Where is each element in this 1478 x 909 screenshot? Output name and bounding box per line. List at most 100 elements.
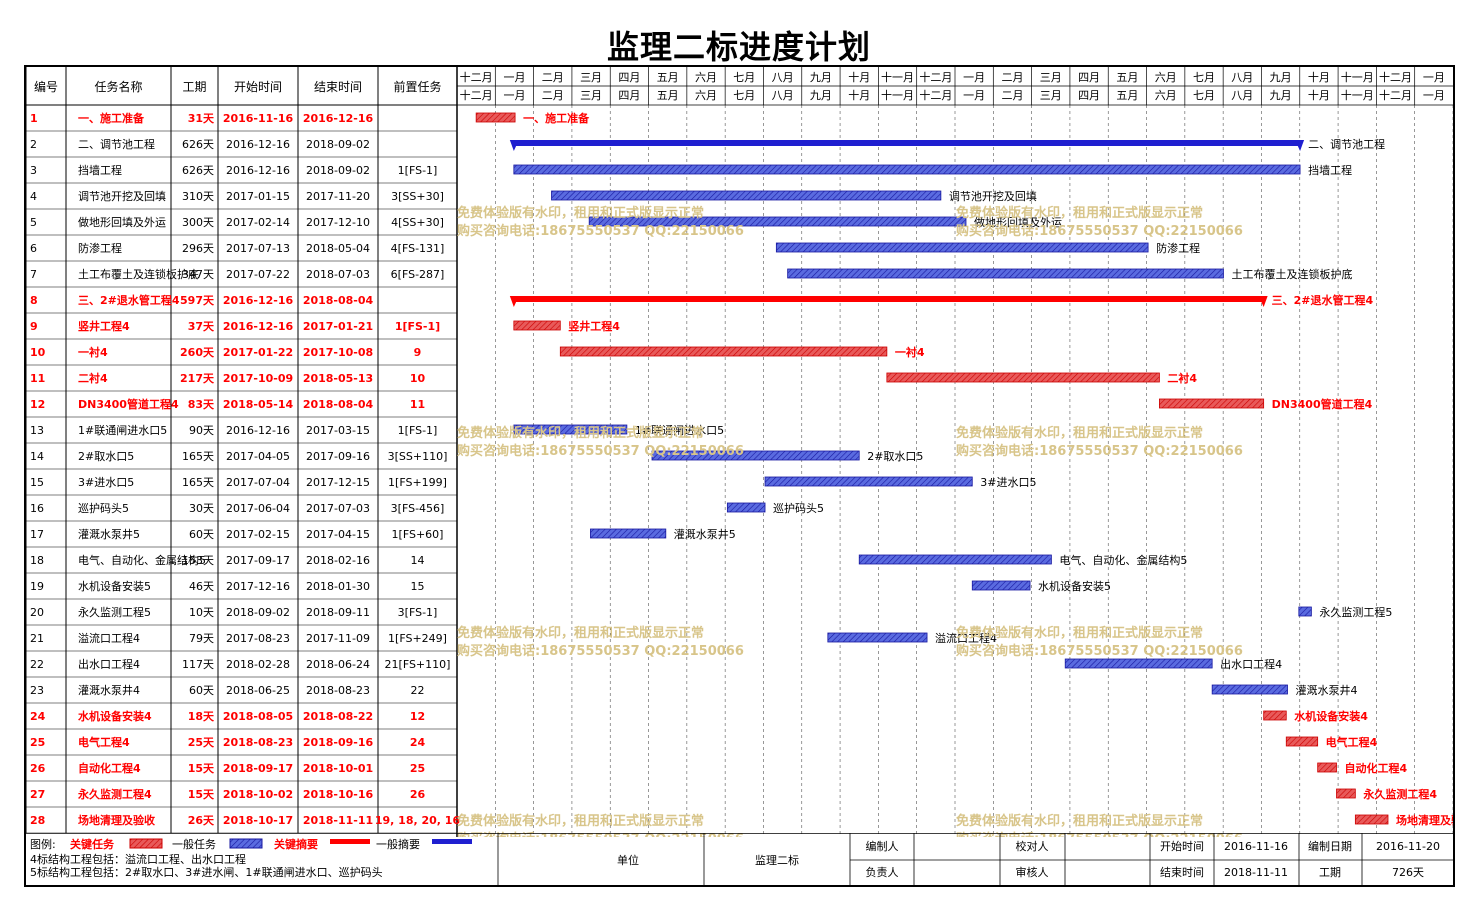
month-label-bottom: 十月	[1308, 88, 1330, 102]
month-label-bottom: 一月	[503, 89, 525, 102]
table-cell-start: 2016-12-16	[226, 164, 290, 177]
table-cell-start: 2018-10-17	[223, 814, 293, 827]
table-cell-dur: 217天	[180, 372, 215, 385]
critical-task-bar	[559, 346, 888, 357]
month-label-top: 十月	[848, 70, 870, 84]
watermark-line2: 购买咨询电话:18675550537 QQ:22150066	[457, 443, 744, 459]
table-cell-name: 一衬4	[78, 345, 108, 359]
table-cell-pred: 12	[410, 710, 425, 723]
month-label-top: 六月	[1155, 71, 1177, 84]
table-cell-start: 2016-12-16	[226, 138, 290, 151]
watermark-line1: 免费体验版有水印，租用和正式版显示正常	[457, 625, 704, 641]
task-bar-label: 一衬4	[895, 345, 925, 359]
month-label-top: 十二月	[919, 70, 952, 84]
table-cell-pred: 1[FS-1]	[398, 424, 438, 437]
table-cell-name: 出水口工程4	[78, 657, 140, 671]
table-cell-name: 自动化工程4	[78, 761, 141, 775]
table-header-2: 工期	[182, 80, 206, 94]
month-label-bottom: 三月	[1040, 89, 1062, 102]
table-cell-pred: 1[FS-1]	[398, 164, 438, 177]
table-cell-start: 2018-10-02	[223, 788, 293, 801]
table-cell-id: 7	[30, 268, 37, 281]
table-cell-start: 2017-10-09	[223, 372, 293, 385]
task-bar-label: 电气、自动化、金属结构5	[1059, 553, 1187, 567]
table-header-0: 编号	[34, 79, 58, 94]
table-cell-name: 1#联通闸进水口5	[78, 424, 167, 437]
table-cell-id: 20	[30, 606, 44, 619]
table-cell-pred: 10	[410, 372, 426, 385]
month-label-top: 四月	[1078, 71, 1100, 84]
watermark-line2: 购买咨询电话:18675550537 QQ:22150066	[956, 831, 1243, 837]
month-label-top: 八月	[1231, 71, 1253, 84]
table-cell-name: 3#进水口5	[78, 476, 134, 489]
table-cell-end: 2018-09-02	[306, 164, 370, 177]
legend-normal-swatch	[229, 838, 263, 849]
table-cell-end: 2018-10-16	[303, 788, 374, 801]
table-cell-name: 调节池开挖及回填	[78, 189, 166, 203]
month-label-top: 五月	[657, 71, 679, 84]
task-bar-label: 场地清理及验收	[1396, 813, 1453, 827]
table-cell-dur: 310天	[182, 190, 214, 203]
task-bar-label: 巡护码头5	[773, 501, 824, 515]
table-cell-id: 18	[30, 554, 44, 567]
table-cell-dur: 10天	[189, 606, 214, 619]
table-cell-end: 2018-09-16	[303, 736, 374, 749]
task-bar-label: 1#联通闸进水口5	[635, 424, 724, 437]
table-cell-start: 2017-09-17	[226, 554, 290, 567]
table-cell-id: 23	[30, 684, 44, 697]
table-cell-pred: 4[SS+30]	[391, 216, 444, 229]
table-cell-id: 5	[30, 216, 37, 229]
watermark-line2: 购买咨询电话:18675550537 QQ:22150066	[457, 643, 744, 659]
month-label-bottom: 六月	[1155, 89, 1177, 102]
summary-end-marker	[509, 140, 519, 151]
month-label-bottom: 四月	[1078, 89, 1100, 102]
month-label-bottom: 十一月	[1341, 88, 1374, 102]
normal-task-bar	[1064, 658, 1213, 669]
month-label-bottom: 二月	[542, 89, 564, 102]
critical-task-bar	[1336, 788, 1356, 799]
task-bar-label: 二、调节池工程	[1308, 138, 1385, 151]
table-cell-name: 2#取水口5	[78, 450, 134, 463]
month-label-bottom: 二月	[1001, 89, 1023, 102]
watermark-line2: 购买咨询电话:18675550537 QQ:22150066	[956, 643, 1243, 659]
table-cell-name: 防渗工程	[78, 241, 122, 255]
critical-task-bar	[886, 372, 1160, 383]
month-label-top: 十月	[1308, 70, 1330, 84]
task-bar-label: 水机设备安装4	[1294, 709, 1368, 723]
table-cell-id: 27	[30, 788, 45, 801]
table-cell-id: 24	[30, 710, 46, 723]
footer-panel: 图例: 关键任务 一般任务 关键摘要 一般摘要 4标结构工程包括：溢流口工程、出水口工程 5…	[23, 832, 1456, 888]
table-cell-dur: 46天	[189, 580, 214, 593]
month-label-top: 一月	[1423, 71, 1445, 84]
normal-task-bar	[726, 502, 766, 513]
legend-normal-summary-swatch	[432, 839, 472, 844]
table-cell-pred: 1[FS+60]	[392, 528, 444, 541]
table-cell-dur: 153天	[182, 554, 214, 567]
normal-task-bar	[590, 528, 667, 539]
table-cell-start: 2017-07-13	[226, 242, 290, 255]
month-label-bottom: 一月	[963, 89, 985, 102]
table-cell-end: 2017-01-21	[303, 320, 373, 333]
normal-task-bar	[827, 632, 928, 643]
critical-task-bar	[1317, 762, 1337, 773]
legend-critical-summary-swatch	[330, 839, 370, 844]
table-cell-name: 挡墙工程	[78, 163, 122, 177]
table-cell-pred: 3[FS-456]	[391, 502, 445, 515]
summary-bar	[513, 140, 1301, 146]
table-cell-end: 2018-01-30	[306, 580, 370, 593]
table-cell-name: 电气、自动化、金属结构5	[78, 553, 206, 567]
table-cell-dur: 26天	[188, 814, 215, 827]
normal-task-bar	[764, 476, 973, 487]
table-cell-dur: 30天	[189, 502, 214, 515]
table-cell-end: 2018-08-22	[303, 710, 373, 723]
table-cell-id: 11	[30, 372, 45, 385]
table-cell-start: 2018-05-14	[223, 398, 294, 411]
table-cell-dur: 37天	[188, 320, 215, 333]
table-cell-dur: 31天	[188, 112, 215, 125]
table-cell-end: 2018-10-01	[303, 762, 373, 775]
table-cell-pred: 15	[411, 580, 425, 593]
task-bar-label: 电气工程4	[1326, 735, 1378, 749]
table-cell-pred: 14	[411, 554, 425, 567]
watermark-line1: 免费体验版有水印，租用和正式版显示正常	[956, 425, 1203, 441]
table-cell-id: 19	[30, 580, 44, 593]
